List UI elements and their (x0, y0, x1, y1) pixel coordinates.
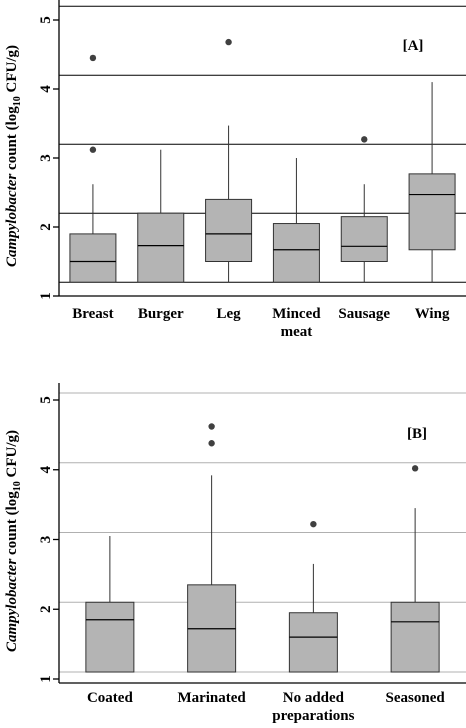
box (205, 198, 253, 262)
x-category-label: Breast (72, 306, 113, 322)
y-tick-label: 1 (38, 675, 54, 683)
outlier-point (208, 423, 215, 430)
x-category-label: Sausage (338, 306, 390, 322)
panel-b-chart: 1 2 3 4 5 Campylobacter count (log10 CFU/g) Co… (4, 383, 466, 724)
y-tick-label: 4 (38, 466, 54, 474)
x-category-label: Burger (138, 306, 184, 322)
x-category-label: Minced meat (272, 306, 321, 340)
outlier-point (310, 520, 317, 528)
box (272, 223, 320, 283)
y-tick-label: 3 (38, 536, 54, 544)
outlier-point (89, 146, 97, 153)
y-tick-label: 4 (38, 85, 54, 93)
box (408, 173, 456, 251)
y-axis-title-italic: Campylobacter (4, 559, 20, 652)
y-axis-title: Campylobacter count (log10 CFU/g) (4, 430, 23, 652)
x-category-label-line: Coated (87, 690, 133, 706)
outlier-point (208, 440, 215, 447)
x-category-label: Wing (415, 306, 450, 322)
box (69, 233, 117, 283)
x-category-label-line: Seasoned (386, 690, 446, 706)
x-category-label-line: Burger (138, 306, 184, 322)
x-category-label: No added preparations (272, 690, 354, 724)
x-category-label: Seasoned (386, 690, 446, 706)
y-axis-title-text: count (log (4, 491, 20, 559)
x-category-label: Coated (87, 690, 133, 706)
y-tick-label: 3 (38, 154, 54, 162)
outlier-point (361, 136, 368, 143)
x-category-label-line: Breast (72, 306, 113, 322)
y-tick-label: 2 (38, 606, 54, 614)
y-axis-title-subscript: 10 (12, 481, 23, 491)
y-axis-title: Campylobacter count (log10 CFU/g) (4, 45, 23, 267)
x-category-label-line: preparations (272, 708, 354, 724)
y-axis-title-text: CFU/g) (4, 430, 20, 481)
outlier-point (225, 38, 232, 46)
x-category-label-line: Minced (272, 306, 321, 322)
y-tick-label: 5 (38, 16, 54, 24)
panel-a-chart: 1 2 3 4 5 Campylobacter count (log10 CFU/g) Br… (4, 0, 466, 340)
x-category-label-line: Wing (415, 306, 450, 322)
x-category-label-line: Marinated (177, 690, 246, 706)
y-axis-title-subscript: 10 (12, 96, 23, 106)
box (137, 212, 185, 283)
outlier-point (411, 465, 419, 472)
x-category-label-line: meat (281, 324, 313, 340)
y-tick-label: 5 (38, 396, 54, 404)
x-category-label-line: No added (283, 690, 345, 706)
y-axis-title-text: CFU/g) (4, 45, 20, 96)
box (288, 612, 338, 673)
x-category-label: Leg (216, 306, 241, 322)
box (340, 216, 388, 262)
y-tick-label: 1 (38, 292, 54, 300)
x-category-label: Marinated (177, 690, 246, 706)
y-tick-label: 2 (38, 223, 54, 231)
y-axis-title-italic: Campylobacter (4, 174, 20, 267)
outlier-point (89, 54, 97, 62)
x-category-label-line: Sausage (338, 306, 390, 322)
box (390, 601, 440, 673)
y-axis-title-text: count (log (4, 106, 20, 174)
panel-label: [B] (407, 426, 427, 442)
box (85, 601, 135, 673)
panel-label: [A] (403, 38, 424, 54)
x-category-label-line: Leg (216, 306, 241, 322)
